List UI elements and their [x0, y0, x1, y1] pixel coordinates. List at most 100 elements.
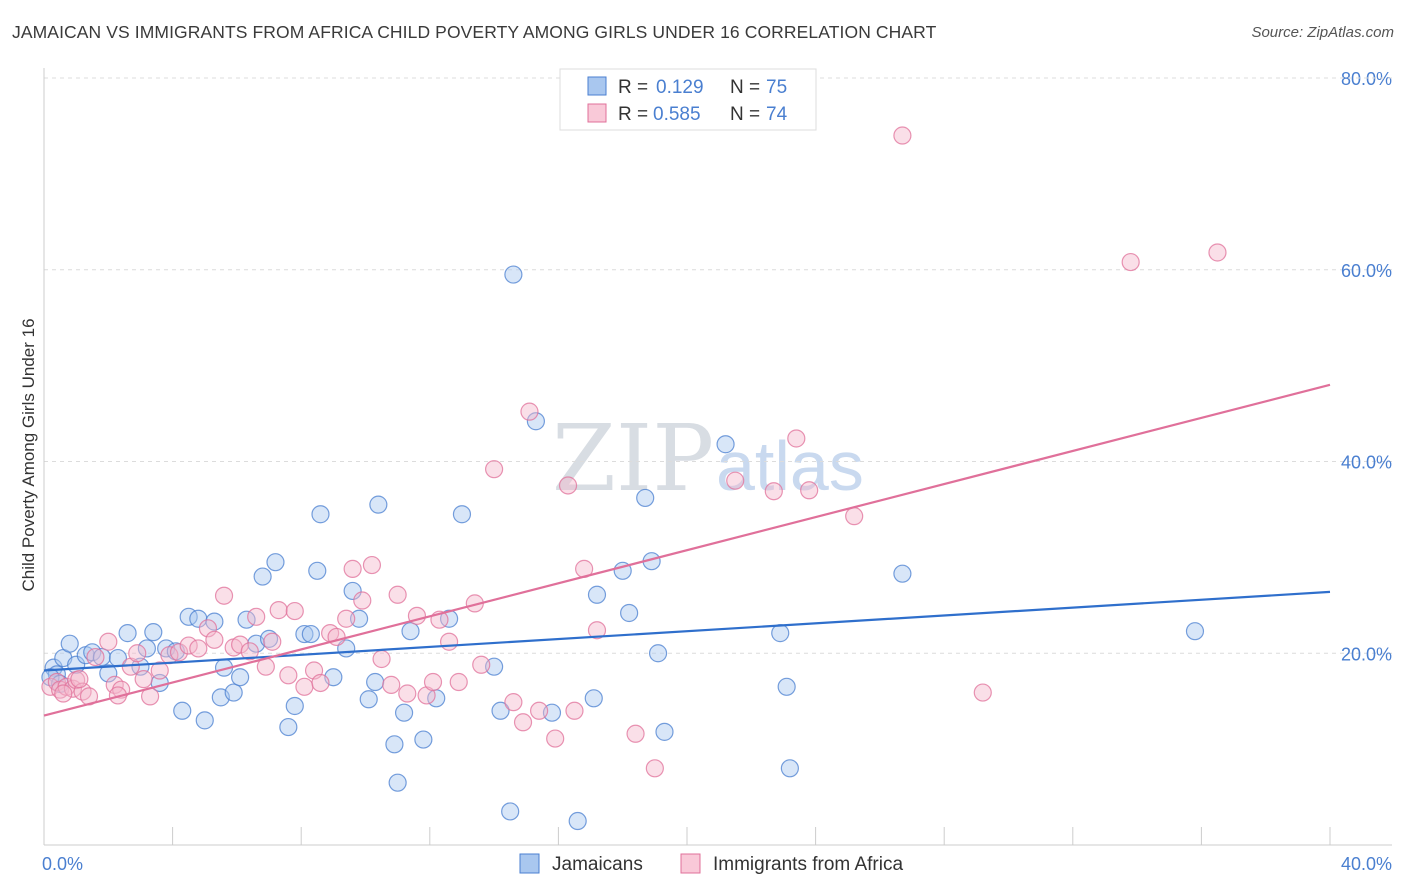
africa-point	[388, 585, 407, 604]
africa-point	[485, 460, 504, 479]
jamaicans-point	[359, 690, 378, 709]
jamaicans-point	[491, 701, 510, 720]
jamaicans-point	[385, 735, 404, 754]
jamaicans-trend-line	[43, 590, 1331, 672]
jamaicans-point	[716, 435, 735, 454]
jamaicans-point	[137, 639, 156, 658]
africa-point	[787, 429, 806, 448]
source-label: Source: ZipAtlas.com	[1251, 24, 1394, 41]
africa-point	[353, 591, 372, 610]
jamaicans-point	[388, 773, 407, 792]
africa-point	[382, 675, 401, 694]
jamaicans-point	[308, 561, 327, 580]
africa-point	[1121, 252, 1140, 272]
africa-point	[150, 661, 169, 680]
jamaicans-point	[568, 811, 587, 831]
legend-r-value-pink: 0.585	[653, 104, 701, 125]
y-tick-label: 60.0%	[1341, 261, 1392, 281]
africa-point	[800, 481, 819, 500]
africa-point	[337, 609, 356, 628]
africa-point	[198, 619, 218, 638]
jamaicans-point	[173, 701, 192, 720]
africa-point	[764, 482, 783, 501]
jamaicans-point	[526, 412, 545, 431]
africa-point	[279, 666, 298, 685]
africa-point	[1208, 243, 1227, 262]
africa-point	[530, 701, 549, 720]
jamaicans-point	[655, 722, 674, 741]
africa-point	[128, 644, 147, 663]
jamaicans-point	[366, 672, 385, 692]
africa-point	[311, 673, 330, 693]
africa-point	[99, 632, 118, 651]
africa-point	[372, 649, 391, 669]
y-tick-label: 40.0%	[1341, 453, 1392, 473]
trend-lines	[43, 383, 1331, 717]
africa-point	[504, 693, 523, 712]
africa-point	[214, 586, 234, 605]
africa-point	[362, 555, 382, 575]
africa-point	[205, 630, 224, 649]
africa-point	[520, 402, 539, 421]
jamaicans-point	[99, 664, 118, 683]
legend-r-label-pink: R =	[618, 104, 648, 125]
jamaicans-point	[224, 683, 243, 702]
gridlines: 20.0% 40.0% 60.0% 80.0%	[44, 69, 1392, 664]
jamaicans-point	[118, 624, 137, 643]
jamaicans-point	[504, 265, 523, 284]
jamaicans-point	[394, 703, 414, 722]
africa-point	[845, 507, 864, 526]
jamaicans-point	[295, 624, 314, 644]
jamaicans-point	[439, 609, 459, 628]
africa-point	[449, 672, 468, 692]
legend-bottom: Jamaicans Immigrants from Africa	[519, 853, 903, 875]
legend-r-label-blue: R =	[618, 77, 648, 98]
africa-point	[295, 677, 314, 696]
jamaicans-point	[83, 643, 102, 662]
africa-point	[189, 639, 208, 658]
africa-point	[247, 607, 266, 626]
africa-point	[169, 643, 189, 662]
jamaicans-point	[259, 629, 279, 648]
africa-point	[893, 126, 912, 145]
y-tick-label: 20.0%	[1341, 644, 1392, 664]
y-tick-label: 80.0%	[1341, 69, 1392, 89]
y-axis-label: Child Poverty Among Girls Under 16	[19, 318, 38, 591]
x-tick-label-min: 0.0%	[42, 854, 83, 874]
legend-bottom-swatch-africa	[680, 853, 701, 874]
jamaicans-point	[452, 505, 472, 524]
jamaicans-point	[369, 495, 388, 514]
watermark-zip: ZIP	[552, 405, 714, 512]
legend-swatch-blue	[587, 76, 607, 96]
africa-point	[398, 684, 417, 703]
africa-point	[86, 647, 105, 667]
africa-point	[546, 729, 565, 748]
jamaicans-point	[414, 730, 433, 749]
jamaicans-point	[285, 696, 304, 716]
jamaicans-point	[311, 505, 330, 524]
jamaicans-point	[401, 622, 420, 641]
jamaicans-point	[205, 612, 224, 631]
jamaicans-point	[587, 585, 607, 604]
legend-n-value-blue: 75	[766, 77, 787, 98]
immigrants-africa-points	[41, 126, 1227, 778]
legend-n-value-pink: 74	[766, 104, 788, 125]
africa-point	[70, 670, 89, 689]
jamaicans-point	[501, 802, 520, 821]
legend-n-label-blue: N =	[730, 77, 760, 98]
jamaicans-point	[92, 647, 111, 667]
legend-top: R = 0.129 N = 75 R = 0.585 N = 74	[559, 68, 817, 131]
jamaicans-point	[279, 717, 298, 737]
watermark: ZIP atlas	[552, 405, 864, 512]
jamaicans-point	[253, 567, 272, 586]
jamaicans-point	[60, 634, 79, 653]
africa-point	[54, 684, 73, 703]
legend-r-value-blue: 0.129	[656, 77, 704, 98]
jamaicans-point	[266, 553, 285, 572]
jamaicans-point	[349, 609, 369, 628]
jamaicans-point	[780, 759, 799, 778]
africa-point	[439, 632, 459, 651]
jamaicans-point	[144, 623, 163, 642]
africa-point	[240, 642, 259, 661]
